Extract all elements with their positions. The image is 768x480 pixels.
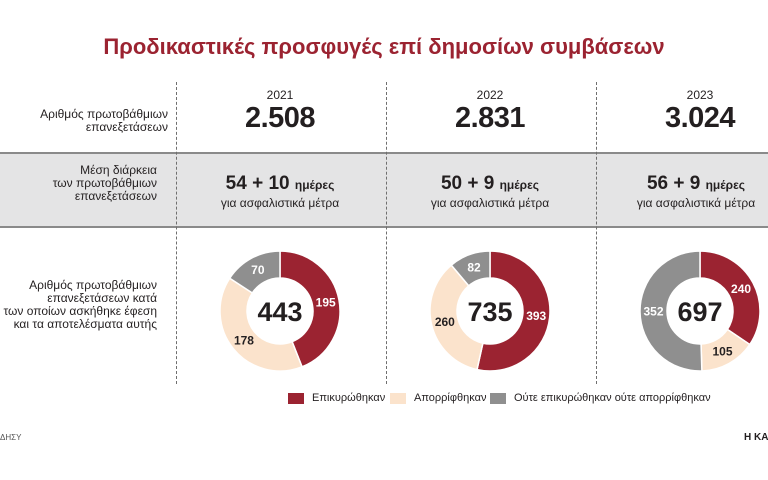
- year-label: 2022: [476, 88, 504, 102]
- legend-swatch: [288, 392, 304, 404]
- duration-value: 50 + 9 ημέρες: [400, 173, 580, 195]
- legend-item-rejected: Απορρίφθηκαν: [390, 392, 486, 404]
- legend-swatch: [490, 392, 506, 404]
- duration-unit: ημέρες: [499, 178, 540, 192]
- donut-slice: [219, 277, 303, 372]
- legend-label: Επικυρώθηκαν: [312, 392, 386, 404]
- legend-swatch: [390, 392, 406, 404]
- donut-slice: [476, 250, 551, 372]
- duration-note: για ασφαλιστικά μέτρα: [220, 196, 340, 210]
- duration-unit: ημέρες: [294, 178, 335, 192]
- donut-slice: [699, 250, 761, 346]
- slice-value-label: 393: [526, 309, 546, 323]
- row-label-appeals: Αριθμός πρωτοβάθμιων επανεξετάσεων κατά …: [3, 278, 157, 331]
- duration-note: για ασφαλιστικά μέτρα: [636, 196, 756, 210]
- slice-value-label: 240: [731, 282, 751, 296]
- slice-value-label: 105: [712, 345, 732, 359]
- donut-slice: [228, 250, 281, 295]
- duration-value: 54 + 10 ημέρες: [190, 173, 370, 195]
- row-label-duration: Μέση διάρκεια των πρωτοβάθμιων επανεξετά…: [52, 163, 157, 203]
- review-count: 2.831: [454, 102, 526, 134]
- duration-note: για ασφαλιστικά μέτρα: [430, 196, 550, 210]
- source-note: ΔΗΣΥ: [0, 433, 22, 442]
- duration-main: 56 + 9: [646, 173, 701, 194]
- donut-total-label: 697: [677, 297, 722, 327]
- donut-total-label: 735: [467, 297, 512, 327]
- legend-item-neither: Ούτε επικυρώθηκαν ούτε απορρίφθηκαν: [490, 392, 711, 404]
- duration-row-band: [0, 152, 768, 228]
- duration-value: 56 + 9 ημέρες: [606, 173, 768, 195]
- duration-main: 50 + 9: [440, 173, 495, 194]
- chart-title: Προδικαστικές προσφυγές επί δημοσίων συμ…: [103, 34, 665, 59]
- slice-value-label: 82: [467, 260, 481, 274]
- donut-slice: [639, 250, 703, 372]
- slice-value-label: 260: [435, 315, 455, 329]
- donut-total-label: 443: [257, 297, 302, 327]
- year-label: 2023: [686, 88, 714, 102]
- donut-slice: [450, 250, 491, 287]
- donut-slice: [279, 250, 341, 368]
- legend-label: Ούτε επικυρώθηκαν ούτε απορρίφθηκαν: [514, 392, 711, 404]
- review-count: 2.508: [244, 102, 316, 134]
- column-divider: [386, 82, 387, 384]
- legend-item-confirmed: Επικυρώθηκαν: [288, 392, 385, 404]
- duration-main: 54 + 10: [225, 173, 290, 194]
- row-label-count: Αριθμός πρωτοβάθμιων επανεξετάσεων: [40, 107, 168, 134]
- publisher-logo: Η ΚΑΘ: [744, 432, 768, 443]
- review-count: 3.024: [664, 102, 736, 134]
- slice-value-label: 352: [643, 305, 663, 319]
- slice-value-label: 70: [251, 263, 265, 277]
- column-divider: [176, 82, 177, 384]
- donut-slice: [429, 264, 484, 371]
- year-label: 2021: [266, 88, 294, 102]
- slice-value-label: 195: [316, 295, 336, 309]
- legend-label: Απορρίφθηκαν: [414, 392, 487, 404]
- column-divider: [596, 82, 597, 384]
- slice-value-label: 178: [234, 333, 254, 347]
- duration-unit: ημέρες: [705, 178, 746, 192]
